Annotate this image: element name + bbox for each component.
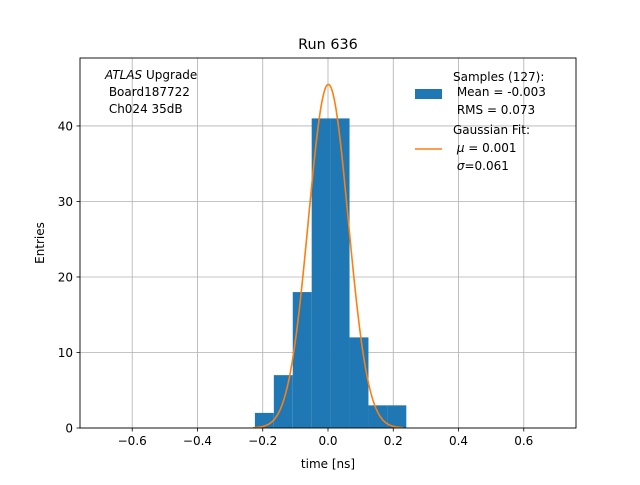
x-tick-label: −0.4 [183,434,212,448]
histogram-bar[interactable] [311,118,331,428]
x-tick-label: 0.2 [384,434,403,448]
chart-title: Run 636 [298,37,358,53]
histogram-bar[interactable] [368,405,388,428]
x-tick-label: −0.6 [118,434,147,448]
legend-samples-rms: RMS = 0.073 [453,103,535,117]
legend-fit-sigma-symbol: σ [457,159,465,173]
gaussian-fit-curve [252,83,404,429]
histogram-bar[interactable] [292,292,312,428]
x-tick-label: 0.6 [514,434,533,448]
x-axis-ticks: −0.6 −0.4 −0.2 0.0 0.2 0.4 0.6 [118,428,533,448]
histogram-bar[interactable] [330,118,350,428]
annotation-upgrade: Upgrade [142,68,197,82]
y-tick-label: 40 [58,119,73,133]
y-tick-label: 30 [58,195,73,209]
legend-samples-title: Samples (127): [453,70,544,84]
legend: Samples (127): Mean = -0.003 RMS = 0.073… [415,70,546,173]
legend-fit-sigma: σ=0.061 [453,159,509,173]
annotation-line-3: Ch024 35dB [105,102,183,116]
detector-annotation: ATLAS Upgrade Board187722 Ch024 35dB [104,68,197,116]
legend-samples-swatch[interactable] [415,89,442,99]
x-tick-label: 0.4 [449,434,468,448]
annotation-line-1: ATLAS Upgrade [104,68,197,82]
y-axis-label: Entries [33,222,47,264]
legend-fit-title: Gaussian Fit: [453,123,530,137]
histogram-bars [254,118,407,428]
y-tick-label: 10 [58,346,73,360]
legend-fit-mu-value: = 0.001 [464,141,516,155]
x-axis-label: time [ns] [301,457,355,471]
y-axis-ticks: 0 10 20 30 40 [58,119,80,436]
legend-fit-mu: μ = 0.001 [453,141,517,155]
histogram-bar[interactable] [349,337,369,428]
x-tick-label: 0.0 [318,434,337,448]
x-tick-label: −0.2 [248,434,277,448]
legend-fit-mu-symbol: μ [456,141,465,155]
legend-fit-sigma-value: =0.061 [464,159,508,173]
histogram-bar[interactable] [387,405,407,428]
y-tick-label: 20 [58,270,73,284]
legend-samples-mean: Mean = -0.003 [453,85,546,99]
annotation-line-2: Board187722 [105,85,190,99]
annotation-atlas: ATLAS [104,68,143,82]
y-tick-label: 0 [65,422,73,436]
